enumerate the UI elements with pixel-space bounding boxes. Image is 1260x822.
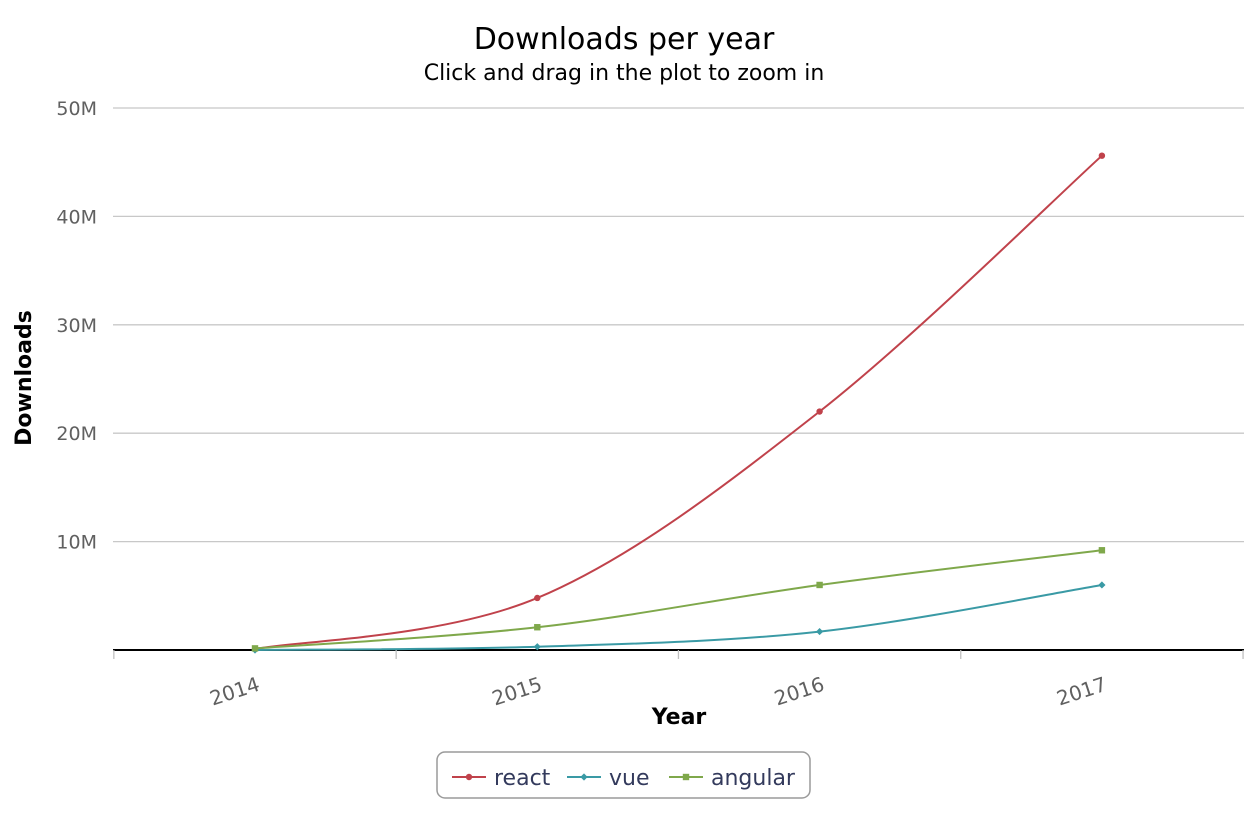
legend-swatch-marker[interactable] xyxy=(465,773,473,781)
data-point-react[interactable] xyxy=(1098,152,1106,159)
x-tick-label: 2016 xyxy=(771,672,827,711)
legend-swatch-marker[interactable] xyxy=(682,773,690,781)
legend[interactable]: react vue angular xyxy=(436,751,811,799)
data-point-react[interactable] xyxy=(534,594,541,602)
legend-label[interactable]: angular xyxy=(711,766,796,791)
legend-item-react[interactable]: react xyxy=(452,766,551,791)
legend-item-vue[interactable]: vue xyxy=(567,766,650,791)
data-point-angular[interactable] xyxy=(1098,547,1106,554)
data-point-vue[interactable] xyxy=(533,643,541,651)
x-tick-label: 2017 xyxy=(1054,672,1110,711)
grid-lines xyxy=(113,107,1244,543)
legend-swatch-marker[interactable] xyxy=(580,773,588,781)
y-axis-title: Downloads xyxy=(12,310,37,446)
data-point-angular[interactable] xyxy=(816,581,823,589)
series-lines[interactable] xyxy=(251,152,1106,654)
data-point-vue[interactable] xyxy=(1098,581,1106,589)
x-tick-label: 2015 xyxy=(489,672,545,711)
series-line-angular[interactable] xyxy=(254,549,1103,650)
series-line-vue[interactable] xyxy=(254,583,1103,651)
series-vue[interactable] xyxy=(251,581,1106,654)
data-point-vue[interactable] xyxy=(816,627,824,636)
chart-subtitle: Click and drag in the plot to zoom in xyxy=(424,61,825,86)
y-tick-label: 50M xyxy=(56,98,97,120)
series-react[interactable] xyxy=(251,152,1106,653)
y-axis-ticks: 10M 20M 30M 40M 50M xyxy=(56,98,97,554)
y-tick-label: 40M xyxy=(56,206,97,228)
series-line-react[interactable] xyxy=(254,154,1103,650)
data-point-angular[interactable] xyxy=(534,624,541,631)
legend-box xyxy=(436,751,811,799)
data-point-angular[interactable] xyxy=(251,645,259,652)
legend-item-angular[interactable]: angular xyxy=(669,766,796,791)
data-point-react[interactable] xyxy=(816,408,823,415)
x-axis: 2014 2015 2016 2017 xyxy=(113,649,1244,711)
legend-label[interactable]: vue xyxy=(609,766,650,791)
y-tick-label: 20M xyxy=(56,423,97,445)
x-tick-label: 2014 xyxy=(207,672,263,711)
chart-title: Downloads per year xyxy=(474,22,775,57)
y-tick-label: 10M xyxy=(56,532,97,554)
series-angular[interactable] xyxy=(251,547,1106,652)
legend-label[interactable]: react xyxy=(494,766,551,791)
y-tick-label: 30M xyxy=(56,315,97,337)
x-axis-title: Year xyxy=(651,705,707,730)
